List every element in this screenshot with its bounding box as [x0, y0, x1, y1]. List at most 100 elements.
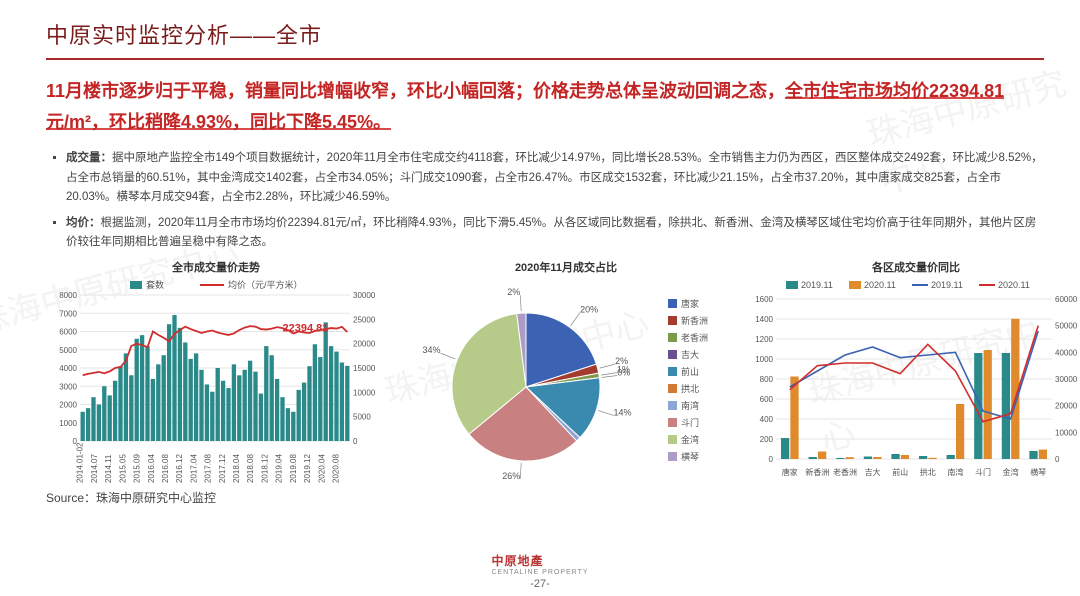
svg-text:2020.04: 2020.04	[317, 453, 326, 482]
bullet-list: 成交量：据中原地产监控全市149个项目数据统计，2020年11月全市住宅成交约4…	[46, 149, 1044, 253]
svg-text:800: 800	[760, 375, 774, 384]
page-number: -27-	[530, 578, 550, 590]
svg-text:1600: 1600	[755, 295, 773, 304]
svg-text:拱北: 拱北	[920, 467, 936, 477]
chart3-box: 各区成交量价同比 0 200 400 600 800 1000 1200 1400 1600 0 1…	[746, 259, 1080, 487]
svg-text:4000: 4000	[59, 364, 77, 373]
svg-text:20000: 20000	[1055, 402, 1078, 411]
svg-text:2015.09: 2015.09	[133, 453, 142, 482]
svg-text:2019.12: 2019.12	[303, 453, 312, 482]
svg-text:10000: 10000	[353, 388, 376, 397]
chart3-title: 各区成交量价同比	[746, 259, 1080, 275]
svg-text:0: 0	[1055, 455, 1060, 464]
svg-text:2017.04: 2017.04	[189, 453, 198, 482]
svg-text:套数: 套数	[146, 279, 164, 290]
bullet-price-text: 根据监测，2020年11月全市市场均价22394.81元/㎡，环比稍降4.93%…	[66, 217, 1036, 249]
svg-text:2016.08: 2016.08	[161, 453, 170, 482]
svg-text:2016.12: 2016.12	[175, 453, 184, 482]
bullet-volume: 成交量：据中原地产监控全市149个项目数据统计，2020年11月全市住宅成交约4…	[66, 149, 1044, 208]
chart3-svg: 0 200 400 600 800 1000 1200 1400 1600 0 10000 20000…	[746, 277, 1080, 487]
svg-text:1000: 1000	[755, 355, 773, 364]
chart1-box: 全市成交量价走势 0100020003000400050006000700080…	[46, 259, 386, 487]
svg-text:老香洲: 老香洲	[833, 467, 857, 477]
svg-text:400: 400	[760, 415, 774, 424]
svg-text:前山: 前山	[681, 366, 699, 377]
svg-text:2017.12: 2017.12	[218, 453, 227, 482]
svg-text:2020.08: 2020.08	[331, 453, 340, 482]
source-text: Source：珠海中原研究中心监控	[46, 489, 1044, 506]
chart2-svg: 20%2%1%0%14%26%34%2%唐家新香洲老香洲吉大前山拱北南湾斗门金湾…	[396, 277, 736, 487]
svg-text:20000: 20000	[353, 340, 376, 349]
svg-text:1200: 1200	[755, 335, 773, 344]
svg-text:2015.05: 2015.05	[118, 453, 127, 482]
svg-text:新香洲: 新香洲	[805, 467, 829, 477]
svg-text:20%: 20%	[580, 304, 598, 314]
svg-text:2014.07: 2014.07	[90, 453, 99, 482]
svg-text:30000: 30000	[1055, 375, 1078, 384]
svg-text:2%: 2%	[507, 287, 520, 297]
svg-text:2000: 2000	[59, 400, 77, 409]
svg-text:2019.11: 2019.11	[931, 280, 963, 290]
chart1-svg: 0100020003000400050006000700080000500010…	[46, 277, 386, 487]
svg-text:200: 200	[760, 435, 774, 444]
svg-text:2016.04: 2016.04	[147, 453, 156, 482]
svg-text:25000: 25000	[353, 315, 376, 324]
svg-text:老香洲: 老香洲	[681, 332, 708, 343]
svg-text:横琴: 横琴	[681, 451, 699, 462]
svg-text:22394.81: 22394.81	[283, 322, 329, 334]
bullet-price-label: 均价：	[66, 217, 101, 229]
svg-text:2014.01-02: 2014.01-02	[76, 442, 85, 483]
chart2-box: 2020年11月成交占比 20%2%1%0%14%26%34%2%唐家新香洲老香…	[396, 259, 736, 487]
chart1-title: 全市成交量价走势	[46, 259, 386, 275]
svg-text:金湾: 金湾	[681, 434, 699, 445]
svg-text:吉大: 吉大	[681, 349, 699, 360]
svg-text:2020.11: 2020.11	[864, 280, 896, 290]
bullet-volume-text: 据中原地产监控全市149个项目数据统计，2020年11月全市住宅成交约4118套…	[66, 152, 1043, 203]
svg-text:横琴: 横琴	[1030, 467, 1046, 477]
svg-text:2019.04: 2019.04	[275, 453, 284, 482]
svg-text:0: 0	[769, 455, 774, 464]
svg-text:唐家: 唐家	[681, 298, 699, 309]
svg-text:新香洲: 新香洲	[681, 315, 708, 326]
svg-text:6000: 6000	[59, 327, 77, 336]
svg-text:金湾: 金湾	[1003, 467, 1019, 477]
bullet-volume-label: 成交量：	[66, 152, 112, 164]
headline-block: 11月楼市逐步归于平稳，销量同比增幅收窄，环比小幅回落；价格走势总体呈波动回调之…	[46, 76, 1044, 137]
svg-text:34%: 34%	[422, 345, 440, 355]
page-title: 中原实时监控分析——全市	[46, 18, 1044, 50]
svg-text:3000: 3000	[59, 382, 77, 391]
svg-text:7000: 7000	[59, 309, 77, 318]
svg-text:2019.11: 2019.11	[801, 280, 833, 290]
svg-text:50000: 50000	[1055, 322, 1078, 331]
svg-text:30000: 30000	[353, 291, 376, 300]
svg-text:1000: 1000	[59, 419, 77, 428]
svg-text:2020.11: 2020.11	[998, 280, 1030, 290]
svg-text:2018.04: 2018.04	[232, 453, 241, 482]
svg-text:60000: 60000	[1055, 295, 1078, 304]
svg-text:南湾: 南湾	[681, 400, 699, 411]
svg-text:唐家: 唐家	[782, 467, 798, 477]
svg-text:斗门: 斗门	[681, 417, 699, 428]
svg-text:均价（元/平方米）: 均价（元/平方米）	[228, 279, 303, 290]
svg-text:5000: 5000	[59, 346, 77, 355]
bullet-price: 均价：根据监测，2020年11月全市市场均价22394.81元/㎡，环比稍降4.…	[66, 214, 1044, 253]
svg-text:40000: 40000	[1055, 348, 1078, 357]
svg-text:26%: 26%	[502, 471, 520, 481]
brand-cn: 中原地產	[491, 554, 543, 568]
svg-text:5000: 5000	[353, 413, 371, 422]
svg-text:0: 0	[353, 437, 358, 446]
svg-text:2014.11: 2014.11	[104, 454, 113, 483]
svg-text:南湾: 南湾	[947, 467, 963, 477]
svg-text:吉大: 吉大	[865, 467, 881, 477]
svg-text:2018.08: 2018.08	[246, 453, 255, 482]
svg-text:15000: 15000	[353, 364, 376, 373]
svg-text:600: 600	[760, 395, 774, 404]
svg-text:拱北: 拱北	[681, 383, 699, 394]
headline-part1: 11月楼市逐步归于平稳，销量同比增幅收窄，环比小幅回落；价格走势总体呈波动回调之…	[46, 81, 785, 101]
svg-text:前山: 前山	[892, 467, 908, 477]
chart2-title: 2020年11月成交占比	[396, 259, 736, 275]
svg-text:10000: 10000	[1055, 428, 1078, 437]
svg-text:2017.08: 2017.08	[204, 453, 213, 482]
svg-text:斗门: 斗门	[975, 467, 991, 477]
svg-text:1400: 1400	[755, 315, 773, 324]
